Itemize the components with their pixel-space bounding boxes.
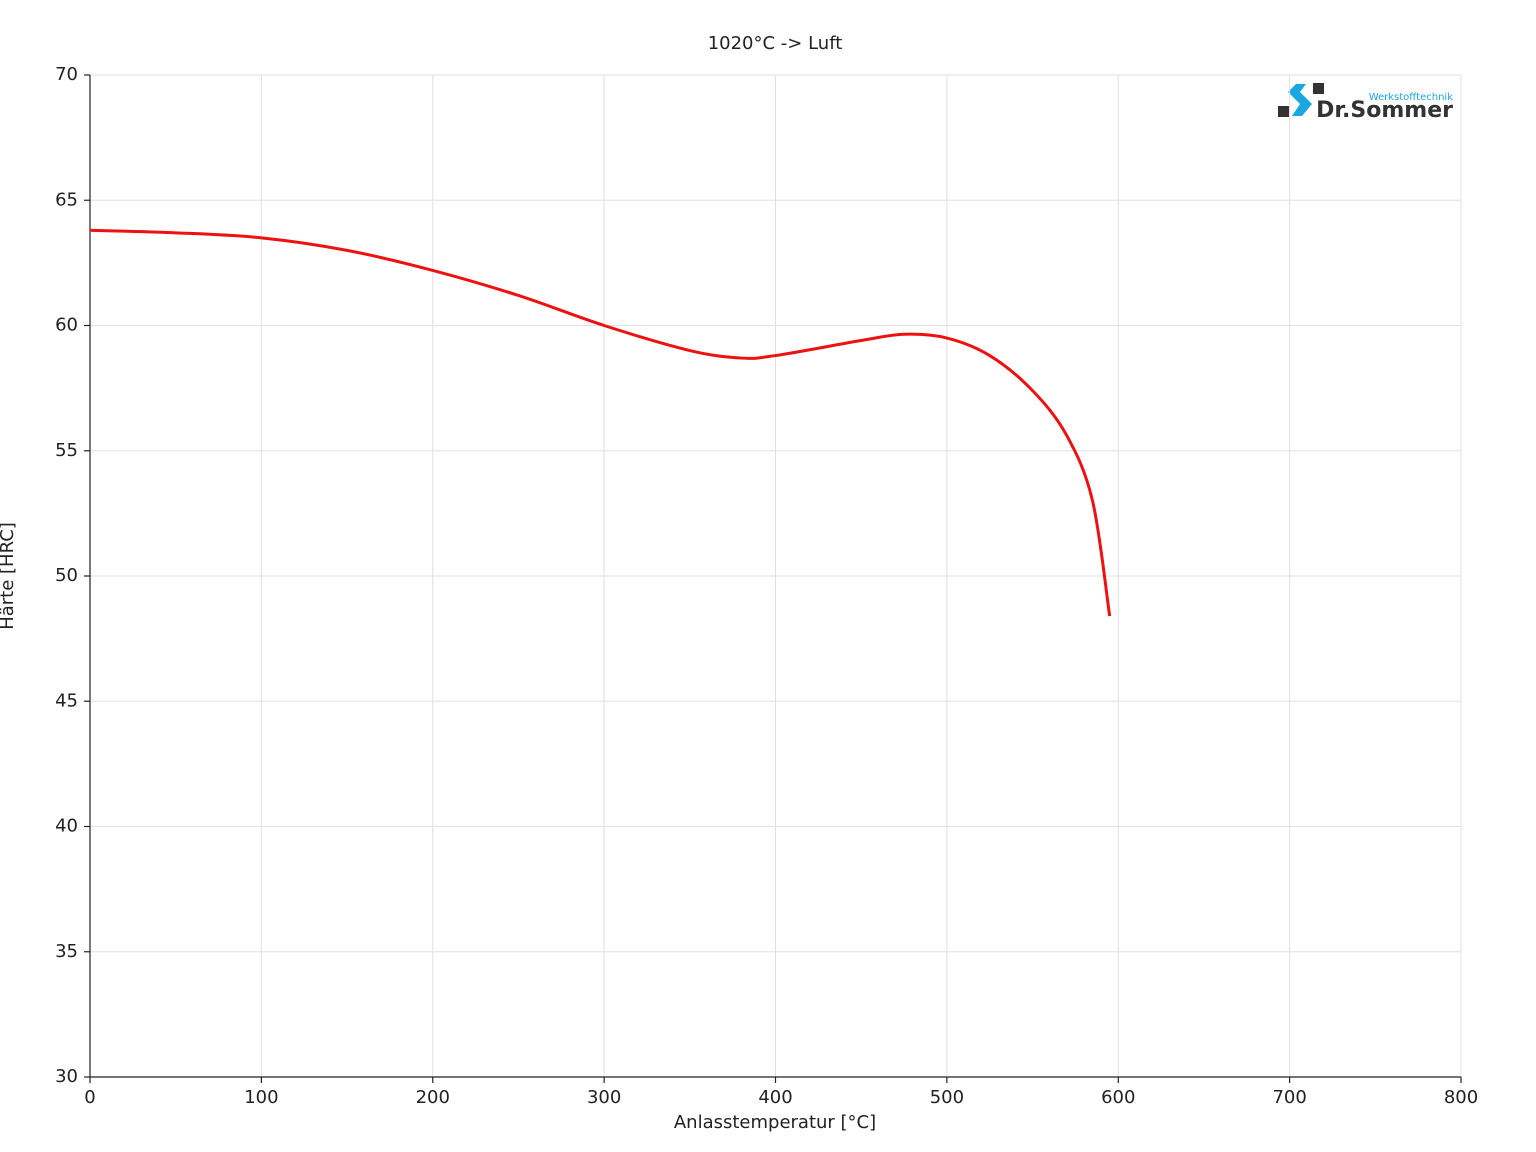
logo-mark (1288, 84, 1312, 116)
logo-tagline: Werkstofftechnik (1369, 92, 1454, 103)
logo-brand: Dr.Sommer (1316, 98, 1453, 123)
y-tick-label: 30 (55, 1066, 78, 1087)
y-axis-label: Härte [HRC] (0, 522, 18, 630)
y-tick-label: 45 (55, 690, 78, 711)
logo-square (1278, 106, 1289, 117)
x-tick-label: 0 (84, 1087, 95, 1108)
y-tick-label: 35 (55, 941, 78, 962)
data-line (89, 228, 1112, 617)
y-tick-label: 65 (55, 189, 78, 210)
y-tick-label: 40 (55, 816, 78, 837)
chart-title: 1020°C -> Luft (708, 33, 843, 54)
y-tick-label: 50 (55, 565, 78, 586)
x-tick-label: 800 (1444, 1087, 1478, 1108)
x-axis-label: Anlasstemperatur [°C] (674, 1112, 876, 1133)
x-tick-label: 300 (587, 1087, 621, 1108)
logo-square (1313, 83, 1324, 94)
y-tick-label: 60 (55, 315, 78, 336)
y-tick-label: 70 (55, 64, 78, 85)
x-tick-label: 500 (930, 1087, 964, 1108)
x-tick-label: 700 (1272, 1087, 1306, 1108)
logo: Werkstofftechnik Dr.Sommer (1278, 83, 1453, 123)
x-tick-label: 100 (244, 1087, 278, 1108)
y-tick-label: 55 (55, 440, 78, 461)
x-tick-label: 400 (758, 1087, 792, 1108)
x-tick-label: 600 (1101, 1087, 1135, 1108)
x-tick-label: 200 (416, 1087, 450, 1108)
